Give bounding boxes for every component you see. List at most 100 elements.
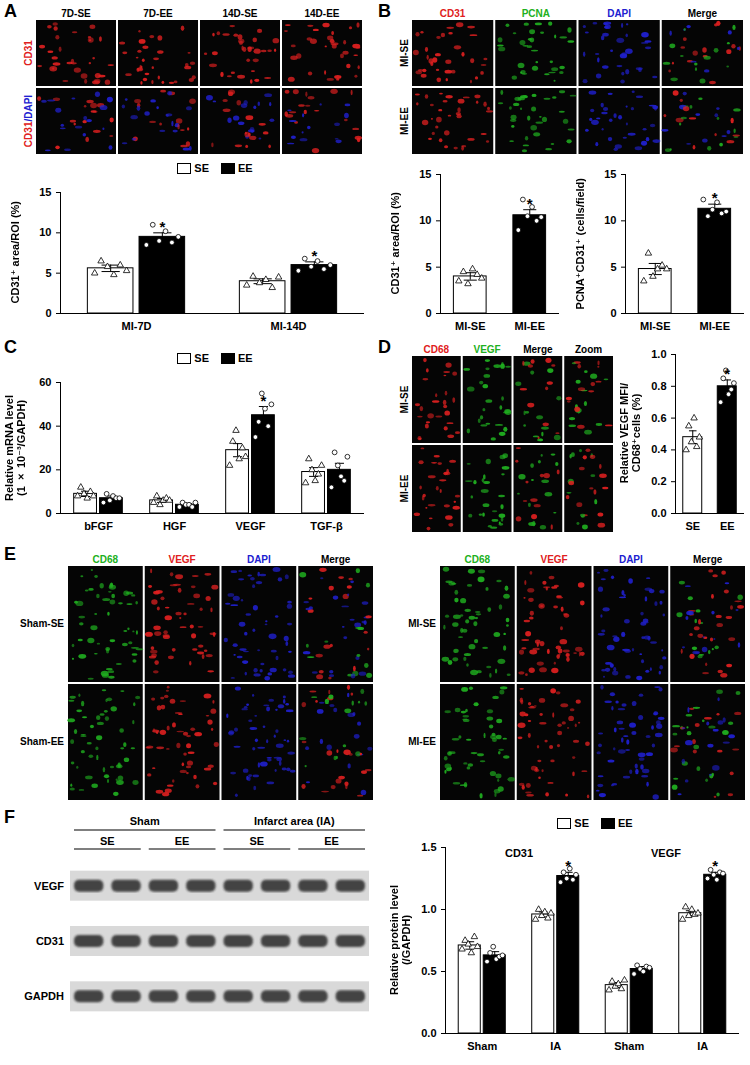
svg-text:0.0: 0.0 bbox=[421, 1027, 436, 1039]
svg-text:Merge: Merge bbox=[693, 554, 723, 565]
svg-text:SE: SE bbox=[685, 520, 700, 532]
svg-text:15: 15 bbox=[604, 168, 616, 180]
svg-text:EE: EE bbox=[324, 835, 339, 847]
svg-text:MI-SE: MI-SE bbox=[640, 320, 671, 332]
html-text:A: A bbox=[4, 1, 17, 21]
svg-text:MI-EE: MI-EE bbox=[699, 320, 730, 332]
svg-text:5: 5 bbox=[610, 261, 616, 273]
svg-text:Merge: Merge bbox=[321, 554, 351, 565]
svg-text:*: * bbox=[311, 247, 317, 264]
svg-text:CD31/DAPI: CD31/DAPI bbox=[23, 95, 34, 147]
svg-text:VEGF: VEGF bbox=[651, 847, 681, 859]
svg-text:5: 5 bbox=[45, 267, 51, 279]
svg-text:GAPDH: GAPDH bbox=[24, 990, 64, 1002]
svg-text:TGF-β: TGF-β bbox=[310, 520, 343, 532]
svg-text:MI-SE: MI-SE bbox=[399, 39, 410, 67]
svg-text:*: * bbox=[159, 218, 165, 235]
svg-text:MI-EE: MI-EE bbox=[408, 736, 436, 747]
svg-text:MI-SE: MI-SE bbox=[408, 618, 436, 629]
svg-text:MI-EE: MI-EE bbox=[399, 474, 410, 502]
html-text:Relative protein level (/GAPDH: Relative protein level (/GAPDH) bbox=[388, 885, 412, 995]
svg-text:MI-SE: MI-SE bbox=[455, 320, 486, 332]
html-text:D: D bbox=[378, 337, 391, 357]
html-text:Relative mRNA level (1 × 10⁻³/: Relative mRNA level (1 × 10⁻³/GAPDH) bbox=[3, 394, 27, 501]
svg-text:IA: IA bbox=[550, 1040, 561, 1052]
svg-text:Merge: Merge bbox=[688, 8, 718, 19]
svg-text:40: 40 bbox=[39, 420, 51, 432]
svg-text:CD31: CD31 bbox=[23, 40, 34, 66]
svg-text:14D-EE: 14D-EE bbox=[304, 8, 339, 19]
html-text:SE: SE bbox=[194, 162, 209, 174]
svg-text:*: * bbox=[724, 365, 730, 382]
svg-text:7D-EE: 7D-EE bbox=[143, 8, 173, 19]
svg-text:CD68: CD68 bbox=[93, 554, 119, 565]
svg-text:Sham: Sham bbox=[467, 1040, 497, 1052]
svg-text:15: 15 bbox=[419, 168, 431, 180]
svg-text:Zoom: Zoom bbox=[575, 344, 602, 355]
svg-text:MI-EE: MI-EE bbox=[399, 107, 410, 135]
svg-text:Sham: Sham bbox=[130, 815, 160, 827]
svg-text:14D-SE: 14D-SE bbox=[222, 8, 257, 19]
svg-text:MI-EE: MI-EE bbox=[514, 320, 545, 332]
svg-text:CD68: CD68 bbox=[465, 554, 491, 565]
svg-text:*: * bbox=[260, 392, 266, 409]
svg-text:0.2: 0.2 bbox=[651, 475, 666, 487]
svg-text:SE: SE bbox=[100, 835, 115, 847]
svg-text:0.6: 0.6 bbox=[651, 412, 666, 424]
svg-text:EE: EE bbox=[175, 835, 190, 847]
svg-text:10: 10 bbox=[604, 214, 616, 226]
svg-text:VEGF: VEGF bbox=[34, 880, 64, 892]
html-text:C: C bbox=[4, 337, 17, 357]
svg-text:VEGF: VEGF bbox=[236, 520, 266, 532]
svg-text:CD31: CD31 bbox=[440, 8, 466, 19]
svg-text:*: * bbox=[527, 195, 533, 212]
svg-text:0: 0 bbox=[610, 307, 616, 319]
svg-text:0.4: 0.4 bbox=[651, 443, 667, 455]
svg-text:CD31: CD31 bbox=[36, 935, 64, 947]
svg-text:Sham-EE: Sham-EE bbox=[20, 736, 64, 747]
svg-text:MI-SE: MI-SE bbox=[399, 385, 410, 413]
svg-text:CD31: CD31 bbox=[505, 847, 533, 859]
svg-text:1.0: 1.0 bbox=[651, 348, 666, 360]
svg-text:7D-SE: 7D-SE bbox=[61, 8, 91, 19]
svg-text:20: 20 bbox=[39, 463, 51, 475]
svg-text:1.5: 1.5 bbox=[421, 841, 436, 853]
svg-text:bFGF: bFGF bbox=[84, 520, 113, 532]
svg-text:DAPI: DAPI bbox=[619, 554, 643, 565]
svg-text:10: 10 bbox=[419, 214, 431, 226]
svg-text:DAPI: DAPI bbox=[607, 8, 631, 19]
html-text:B: B bbox=[378, 1, 391, 21]
svg-text:MI-7D: MI-7D bbox=[122, 320, 152, 332]
svg-text:1.0: 1.0 bbox=[421, 903, 436, 915]
svg-text:0: 0 bbox=[45, 507, 51, 519]
svg-text:VEGF: VEGF bbox=[169, 554, 196, 565]
svg-text:60: 60 bbox=[39, 376, 51, 388]
svg-text:EE: EE bbox=[720, 520, 735, 532]
svg-text:0.0: 0.0 bbox=[651, 507, 666, 519]
svg-text:DAPI: DAPI bbox=[247, 554, 271, 565]
svg-text:CD68: CD68 bbox=[424, 344, 450, 355]
svg-text:VEGF: VEGF bbox=[541, 554, 568, 565]
svg-text:*: * bbox=[712, 189, 718, 206]
svg-text:0.5: 0.5 bbox=[421, 965, 436, 977]
svg-text:MI-14D: MI-14D bbox=[270, 320, 306, 332]
svg-text:Merge: Merge bbox=[523, 344, 553, 355]
svg-text:0: 0 bbox=[425, 307, 431, 319]
svg-text:5: 5 bbox=[425, 261, 431, 273]
html-text:Relative VEGF MFI/ CD68⁺cells: Relative VEGF MFI/ CD68⁺cells (%) bbox=[618, 383, 642, 484]
svg-text:SE: SE bbox=[250, 835, 265, 847]
svg-text:Sham: Sham bbox=[614, 1040, 644, 1052]
svg-text:15: 15 bbox=[39, 186, 51, 198]
svg-text:Sham-SE: Sham-SE bbox=[20, 618, 64, 629]
svg-text:0.8: 0.8 bbox=[651, 380, 666, 392]
svg-text:IA: IA bbox=[697, 1040, 708, 1052]
svg-text:10: 10 bbox=[39, 226, 51, 238]
svg-text:VEGF: VEGF bbox=[474, 344, 501, 355]
svg-text:Infarct area (IA): Infarct area (IA) bbox=[254, 815, 335, 827]
svg-text:PCNA: PCNA bbox=[522, 8, 550, 19]
svg-text:HGF: HGF bbox=[163, 520, 187, 532]
svg-text:0: 0 bbox=[45, 307, 51, 319]
svg-text:*: * bbox=[565, 857, 571, 874]
svg-text:*: * bbox=[712, 857, 718, 874]
html-text:E: E bbox=[4, 544, 16, 564]
